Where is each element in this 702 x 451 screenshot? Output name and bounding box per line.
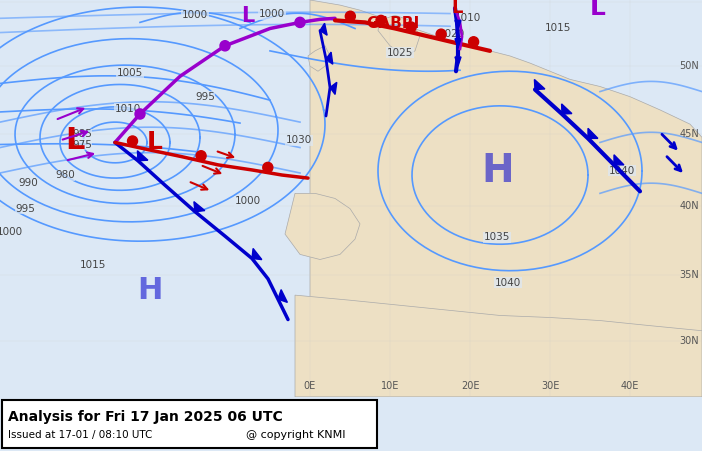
Text: 1010: 1010 xyxy=(455,14,481,23)
FancyBboxPatch shape xyxy=(2,400,377,448)
Polygon shape xyxy=(320,23,327,35)
Polygon shape xyxy=(285,193,360,259)
Polygon shape xyxy=(252,249,262,260)
Polygon shape xyxy=(310,0,702,397)
Text: 1000: 1000 xyxy=(235,197,261,207)
Text: 1040: 1040 xyxy=(495,278,521,288)
Polygon shape xyxy=(455,39,461,48)
Circle shape xyxy=(376,15,386,26)
Text: 40N: 40N xyxy=(680,201,699,211)
Text: 1000: 1000 xyxy=(0,227,23,237)
Circle shape xyxy=(135,109,145,119)
Polygon shape xyxy=(278,290,287,302)
Polygon shape xyxy=(534,79,545,90)
Polygon shape xyxy=(588,129,598,138)
Text: 1020: 1020 xyxy=(439,28,465,39)
Circle shape xyxy=(345,11,355,21)
Text: 45N: 45N xyxy=(680,129,699,139)
Text: L: L xyxy=(451,0,463,17)
Text: 30N: 30N xyxy=(680,336,699,346)
Polygon shape xyxy=(194,202,205,212)
Text: 0E: 0E xyxy=(304,381,316,391)
Text: 1025: 1025 xyxy=(387,48,413,58)
Text: 1005: 1005 xyxy=(117,68,143,78)
Circle shape xyxy=(469,37,479,47)
Circle shape xyxy=(128,136,138,146)
Text: 1035: 1035 xyxy=(484,232,510,242)
Text: @ copyright KNMI: @ copyright KNMI xyxy=(246,430,346,441)
Circle shape xyxy=(295,17,305,28)
Text: 10E: 10E xyxy=(380,381,399,391)
Text: H: H xyxy=(482,152,515,190)
Text: 1040: 1040 xyxy=(609,166,635,176)
Polygon shape xyxy=(455,20,461,29)
Circle shape xyxy=(263,162,273,173)
Text: 975: 975 xyxy=(72,139,92,149)
Text: 1015: 1015 xyxy=(80,260,106,270)
Text: 990: 990 xyxy=(18,178,38,188)
Text: 1000: 1000 xyxy=(259,9,285,19)
Text: 30E: 30E xyxy=(541,381,559,391)
Polygon shape xyxy=(295,295,702,397)
Text: L: L xyxy=(241,6,255,26)
Text: L: L xyxy=(147,130,163,155)
Text: L: L xyxy=(65,126,85,155)
Polygon shape xyxy=(455,57,461,66)
Text: 40E: 40E xyxy=(621,381,640,391)
Text: 985: 985 xyxy=(72,129,92,139)
Polygon shape xyxy=(562,104,572,114)
Circle shape xyxy=(436,29,446,39)
Text: 35N: 35N xyxy=(680,270,699,280)
Polygon shape xyxy=(308,46,330,71)
Polygon shape xyxy=(330,83,337,94)
Polygon shape xyxy=(326,52,333,64)
Text: GABRI: GABRI xyxy=(366,16,420,31)
Text: 1015: 1015 xyxy=(545,23,571,33)
Text: Analysis for Fri 17 Jan 2025 06 UTC: Analysis for Fri 17 Jan 2025 06 UTC xyxy=(8,410,282,424)
Text: 50N: 50N xyxy=(680,61,699,71)
Polygon shape xyxy=(614,155,624,165)
Text: 995: 995 xyxy=(195,92,215,101)
Circle shape xyxy=(196,151,206,161)
Text: 1010: 1010 xyxy=(115,104,141,114)
Circle shape xyxy=(220,41,230,51)
Text: Issued at 17-01 / 08:10 UTC: Issued at 17-01 / 08:10 UTC xyxy=(8,430,152,441)
Text: L: L xyxy=(590,0,606,20)
Text: 20E: 20E xyxy=(461,381,479,391)
Text: 1000: 1000 xyxy=(182,10,208,20)
Polygon shape xyxy=(378,15,420,56)
Circle shape xyxy=(406,22,416,32)
Polygon shape xyxy=(138,151,148,161)
Text: H: H xyxy=(138,276,163,304)
Text: 980: 980 xyxy=(55,170,75,180)
Text: 995: 995 xyxy=(15,203,35,214)
Text: 1030: 1030 xyxy=(286,135,312,145)
